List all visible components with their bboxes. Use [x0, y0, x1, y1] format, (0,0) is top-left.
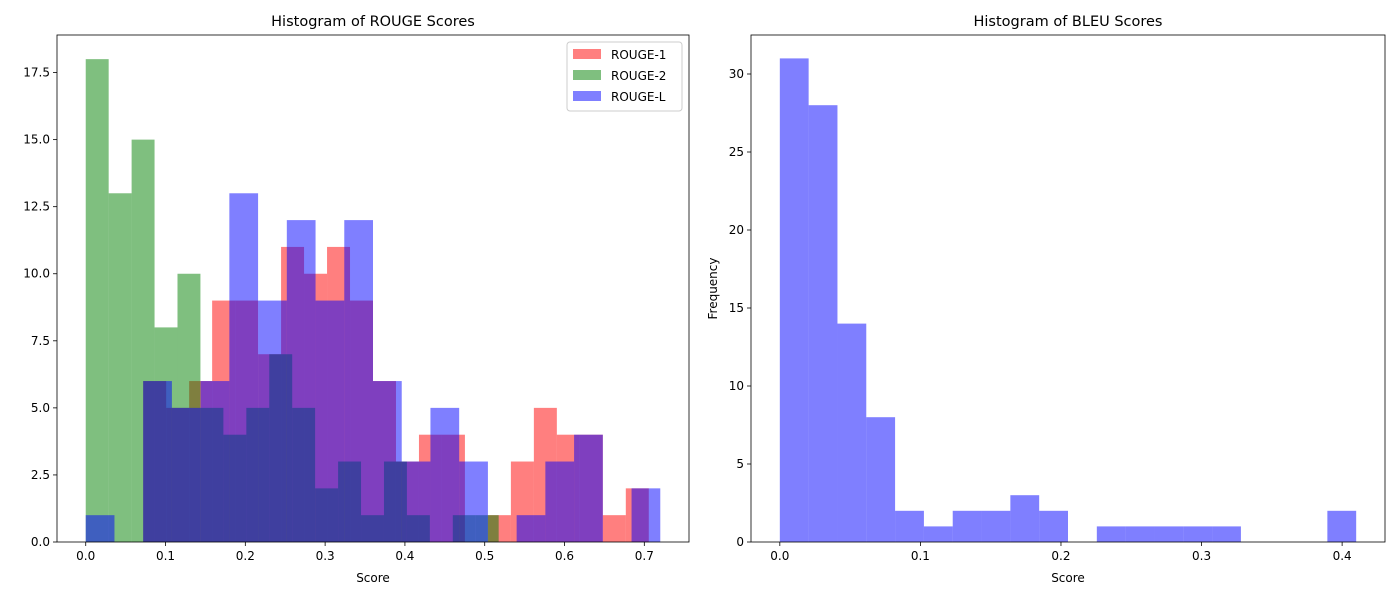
- series-bar: [1212, 526, 1241, 542]
- x-tick-label: 0.1: [156, 549, 175, 563]
- series-bar: [1010, 495, 1040, 542]
- rouge-l-bar: [171, 407, 201, 542]
- y-tick-label: 15.0: [23, 133, 50, 147]
- y-tick-label: 20: [729, 223, 744, 237]
- x-tick-label: 0.0: [76, 549, 95, 563]
- axes-frame: [750, 34, 1386, 543]
- rouge-l-bar: [516, 515, 546, 542]
- rouge-l-bar: [430, 407, 460, 542]
- x-tick-label: 0.4: [395, 549, 414, 563]
- axes-frame: [56, 34, 690, 543]
- series-bar: [1096, 526, 1126, 542]
- y-tick-label: 7.5: [31, 334, 50, 348]
- rouge-l-bars: [85, 193, 661, 542]
- rouge-1-bar: [602, 515, 626, 542]
- rouge-l-bar: [459, 461, 488, 542]
- y-tick-label: 15: [729, 301, 744, 315]
- x-tick-label: 0.2: [1051, 549, 1070, 563]
- rouge-l-bar: [315, 300, 345, 542]
- y-tick-label: 5: [736, 457, 744, 471]
- series-bar: [779, 58, 809, 543]
- x-tick-label: 0.1: [911, 549, 930, 563]
- rouge-histogram-panel: 0.0 0.1 0.2 0.3 0.4 0.5 0.6 0.7 0.0 2.5 5.0 7.5 10.0…: [23, 14, 690, 585]
- rouge-2-bar: [108, 193, 132, 542]
- rouge-l-bar: [373, 381, 402, 542]
- legend: ROUGE-1 ROUGE-2 ROUGE-L: [566, 41, 683, 112]
- chart-title: Histogram of BLEU Scores: [974, 14, 1163, 30]
- series-bar: [1327, 510, 1357, 542]
- rouge-l-bar: [401, 461, 431, 542]
- series-bar: [1183, 526, 1213, 542]
- series-bar: [981, 510, 1011, 542]
- series-bar: [952, 510, 982, 542]
- y-tick-label: 0: [736, 535, 744, 549]
- series-bar: [923, 526, 953, 542]
- legend-swatch-rouge-l: [573, 91, 601, 101]
- rouge-l-bar: [229, 193, 259, 542]
- y-tick-label: 12.5: [23, 200, 50, 214]
- legend-swatch-rouge-2: [573, 70, 601, 80]
- y-tick-label: 2.5: [31, 468, 50, 482]
- series-bar: [1125, 526, 1155, 542]
- series-bar: [1039, 510, 1068, 542]
- series-bar: [808, 105, 838, 542]
- x-tick-label: 0.7: [635, 549, 654, 563]
- legend-label-rouge-1: ROUGE-1: [611, 48, 666, 62]
- x-tick-label: 0.3: [1192, 549, 1211, 563]
- x-tick-label: 0.0: [770, 549, 789, 563]
- series-bars: [779, 58, 1357, 543]
- x-tick-label: 0.3: [316, 549, 335, 563]
- bleu-histogram-panel: 0.0 0.1 0.2 0.3 0.4 0 5 10 15 20 25 30 Histogram of …: [706, 14, 1386, 585]
- x-tick-label: 0.5: [475, 549, 494, 563]
- x-tick-label: 0.2: [236, 549, 255, 563]
- x-axis-label: Score: [1051, 571, 1085, 585]
- x-tick-label: 0.4: [1333, 549, 1352, 563]
- series-bar: [895, 510, 924, 542]
- rouge-l-bar: [85, 515, 115, 542]
- y-tick-label: 10: [729, 379, 744, 393]
- y-tick-label: 5.0: [31, 401, 50, 415]
- x-axis-label: Score: [356, 571, 390, 585]
- y-tick-label: 30: [729, 67, 744, 81]
- legend-label-rouge-2: ROUGE-2: [611, 69, 666, 83]
- legend-label-rouge-l: ROUGE-L: [611, 90, 666, 104]
- y-tick-label: 25: [729, 145, 744, 159]
- rouge-l-bar: [545, 461, 575, 542]
- chart-title: Histogram of ROUGE Scores: [271, 14, 475, 30]
- rouge-2-bar: [85, 59, 109, 542]
- series-bar: [1154, 526, 1184, 542]
- rouge-l-bar: [286, 220, 316, 542]
- y-tick-label: 10.0: [23, 267, 50, 281]
- rouge-l-bar: [258, 300, 287, 542]
- y-axis-label: Frequency: [706, 258, 720, 320]
- y-tick-label: 0.0: [31, 535, 50, 549]
- rouge-l-bar: [200, 381, 230, 542]
- rouge-l-bar: [143, 381, 172, 542]
- x-tick-label: 0.6: [555, 549, 574, 563]
- rouge-l-bar: [574, 434, 603, 542]
- y-tick-label: 17.5: [23, 66, 50, 80]
- legend-swatch-rouge-1: [573, 49, 601, 59]
- rouge-l-bar: [344, 220, 373, 542]
- rouge-l-bar: [631, 488, 661, 542]
- series-bar: [837, 323, 867, 542]
- series-bar: [866, 417, 896, 542]
